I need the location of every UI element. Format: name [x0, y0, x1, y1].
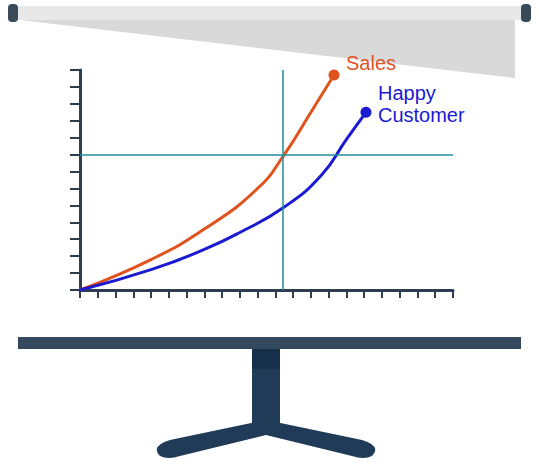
- svg-text:Happy: Happy: [378, 82, 441, 104]
- svg-text:Sales: Sales: [346, 52, 396, 74]
- svg-text:Customer: Customer: [378, 104, 465, 126]
